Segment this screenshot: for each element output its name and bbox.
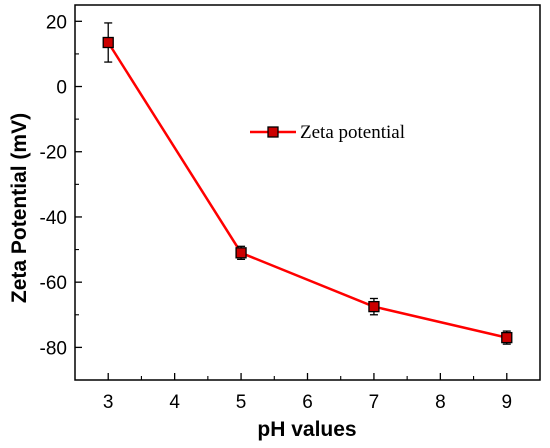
x-tick-label: 5 <box>236 392 247 413</box>
data-point <box>368 300 380 313</box>
legend-marker <box>267 126 279 138</box>
y-tick-label: -20 <box>40 143 67 164</box>
x-tick-label: 6 <box>302 392 313 413</box>
x-tick-label: 7 <box>369 392 380 413</box>
x-tick-label: 9 <box>501 392 512 413</box>
y-tick-label: 0 <box>56 78 67 99</box>
x-tick-label: 4 <box>169 392 180 413</box>
series-line <box>107 41 508 339</box>
data-point <box>102 36 114 49</box>
x-tick-label: 8 <box>435 392 446 413</box>
x-axis-title: pH values <box>257 418 356 441</box>
y-tick-label: -80 <box>40 338 67 359</box>
plot-frame <box>74 4 541 381</box>
y-tick-label: 20 <box>46 12 67 33</box>
y-axis-title: Zeta Potential (mV) <box>8 113 31 303</box>
y-tick-label: -40 <box>40 208 67 229</box>
data-point <box>235 247 247 259</box>
x-tick-label: 3 <box>103 392 114 413</box>
y-tick-label: -60 <box>40 273 67 294</box>
data-point <box>501 331 513 344</box>
legend-label: Zeta potential <box>300 122 405 143</box>
